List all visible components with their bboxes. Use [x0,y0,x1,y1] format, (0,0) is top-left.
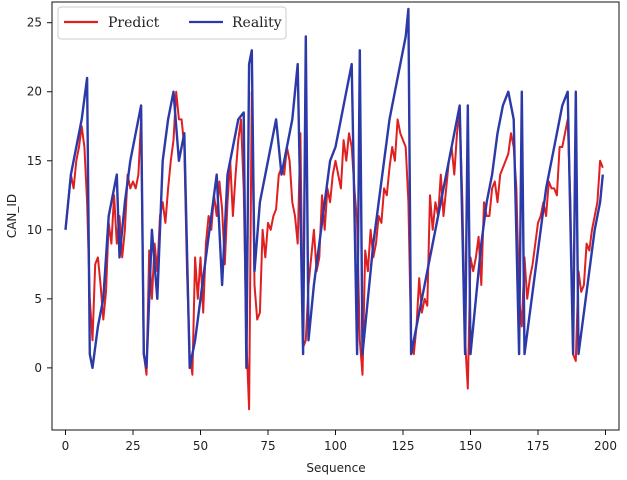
y-tick-label: 20 [27,85,42,99]
x-axis-title: Sequence [306,461,365,475]
x-tick-label: 50 [193,439,208,453]
x-tick-label: 150 [459,439,482,453]
y-axis-title: CAN_ID [5,194,19,238]
series-line-reality [64,7,604,370]
y-axis: 0 5 10 15 20 25 [27,16,52,375]
legend: Predict Reality [57,6,287,40]
legend-label-predict: Predict [108,15,160,31]
y-tick-label: 15 [27,154,42,168]
series-layer [64,7,604,411]
x-axis: 0 25 50 75 100 125 150 175 200 [62,430,617,453]
x-tick-label: 125 [392,439,415,453]
legend-box [57,6,287,40]
x-tick-label: 25 [125,439,140,453]
y-tick-label: 0 [34,361,42,375]
y-tick-label: 25 [27,16,42,30]
x-tick-label: 200 [594,439,617,453]
legend-label-reality: Reality [232,15,282,31]
x-tick-label: 75 [260,439,275,453]
x-tick-label: 0 [62,439,70,453]
x-tick-label: 100 [324,439,347,453]
x-tick-label: 175 [527,439,550,453]
y-tick-label: 10 [27,223,42,237]
y-tick-label: 5 [34,292,42,306]
